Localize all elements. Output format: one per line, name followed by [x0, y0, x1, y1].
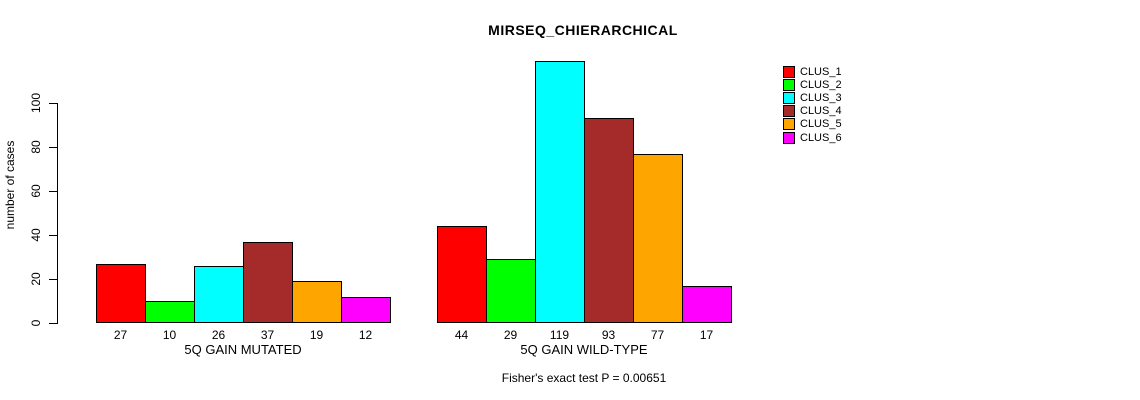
- y-axis-tick: [49, 323, 57, 324]
- bar-clus_1-group1: [96, 264, 146, 323]
- y-axis-tick: [49, 103, 57, 104]
- legend-swatch-icon: [783, 78, 795, 91]
- bar-clus_4-group2: [584, 118, 634, 323]
- legend-item-clus_6: CLUS_6: [783, 131, 842, 144]
- y-axis-tick-label: 80: [29, 140, 43, 154]
- legend-swatch-icon: [783, 105, 795, 118]
- chart-title: MIRSEQ_CHIERARCHICAL: [488, 22, 678, 38]
- legend-swatch-icon: [783, 118, 795, 131]
- bar-value-label: 10: [162, 328, 177, 342]
- legend-label: CLUS_5: [800, 118, 842, 131]
- bar-clus_2-group2: [486, 259, 536, 323]
- legend-label: CLUS_1: [800, 65, 842, 78]
- bar-clus_6-group2: [682, 286, 732, 323]
- legend-item-clus_3: CLUS_3: [783, 91, 842, 104]
- y-axis-tick-label: 20: [29, 272, 43, 286]
- y-axis-tick-label: 100: [29, 92, 43, 114]
- y-axis-tick: [49, 279, 57, 280]
- bar-clus_3-group2: [535, 61, 585, 323]
- bar-value-label: 12: [358, 328, 373, 342]
- legend-item-clus_4: CLUS_4: [783, 105, 842, 118]
- legend: CLUS_1 CLUS_2 CLUS_3 CLUS_4 CLUS_5 CLUS_6: [783, 65, 842, 144]
- bar-clus_1-group2: [437, 226, 487, 323]
- bar-value-label: 77: [650, 328, 665, 342]
- y-axis-tick: [49, 235, 57, 236]
- legend-label: CLUS_6: [800, 131, 842, 144]
- y-axis-tick-label: 40: [29, 228, 43, 242]
- fisher-test-note: Fisher's exact test P = 0.00651: [501, 371, 667, 385]
- bar-clus_5-group2: [633, 154, 683, 323]
- bar-value-label: 29: [503, 328, 518, 342]
- legend-label: CLUS_2: [800, 78, 842, 91]
- legend-item-clus_2: CLUS_2: [783, 78, 842, 91]
- legend-item-clus_5: CLUS_5: [783, 118, 842, 131]
- legend-swatch-icon: [783, 131, 795, 144]
- legend-label: CLUS_4: [800, 105, 842, 118]
- bar-clus_4-group1: [243, 242, 293, 323]
- group-label-mutated: 5Q GAIN MUTATED: [184, 342, 302, 357]
- bar-value-label: 37: [260, 328, 275, 342]
- bar-clus_5-group1: [292, 281, 342, 323]
- bar-value-label: 26: [211, 328, 226, 342]
- legend-swatch-icon: [783, 65, 795, 78]
- bar-value-label: 93: [601, 328, 616, 342]
- y-axis-label: number of cases: [3, 140, 17, 230]
- bar-clus_6-group1: [341, 297, 391, 323]
- y-axis-tick: [49, 147, 57, 148]
- bar-value-label: 44: [454, 328, 469, 342]
- bar-clus_3-group1: [194, 266, 244, 323]
- y-axis-tick-label: 0: [29, 319, 43, 327]
- y-axis-tick: [49, 191, 57, 192]
- group-label-wildtype: 5Q GAIN WILD-TYPE: [520, 342, 648, 357]
- bar-value-label: 119: [549, 328, 570, 342]
- bar-value-label: 17: [699, 328, 714, 342]
- bar-value-label: 27: [113, 328, 128, 342]
- bar-value-label: 19: [309, 328, 324, 342]
- bar-clus_2-group1: [145, 301, 195, 323]
- y-axis-tick-label: 60: [29, 184, 43, 198]
- y-axis-line: [57, 103, 58, 324]
- legend-swatch-icon: [783, 91, 795, 104]
- legend-item-clus_1: CLUS_1: [783, 65, 842, 78]
- legend-label: CLUS_3: [800, 91, 842, 104]
